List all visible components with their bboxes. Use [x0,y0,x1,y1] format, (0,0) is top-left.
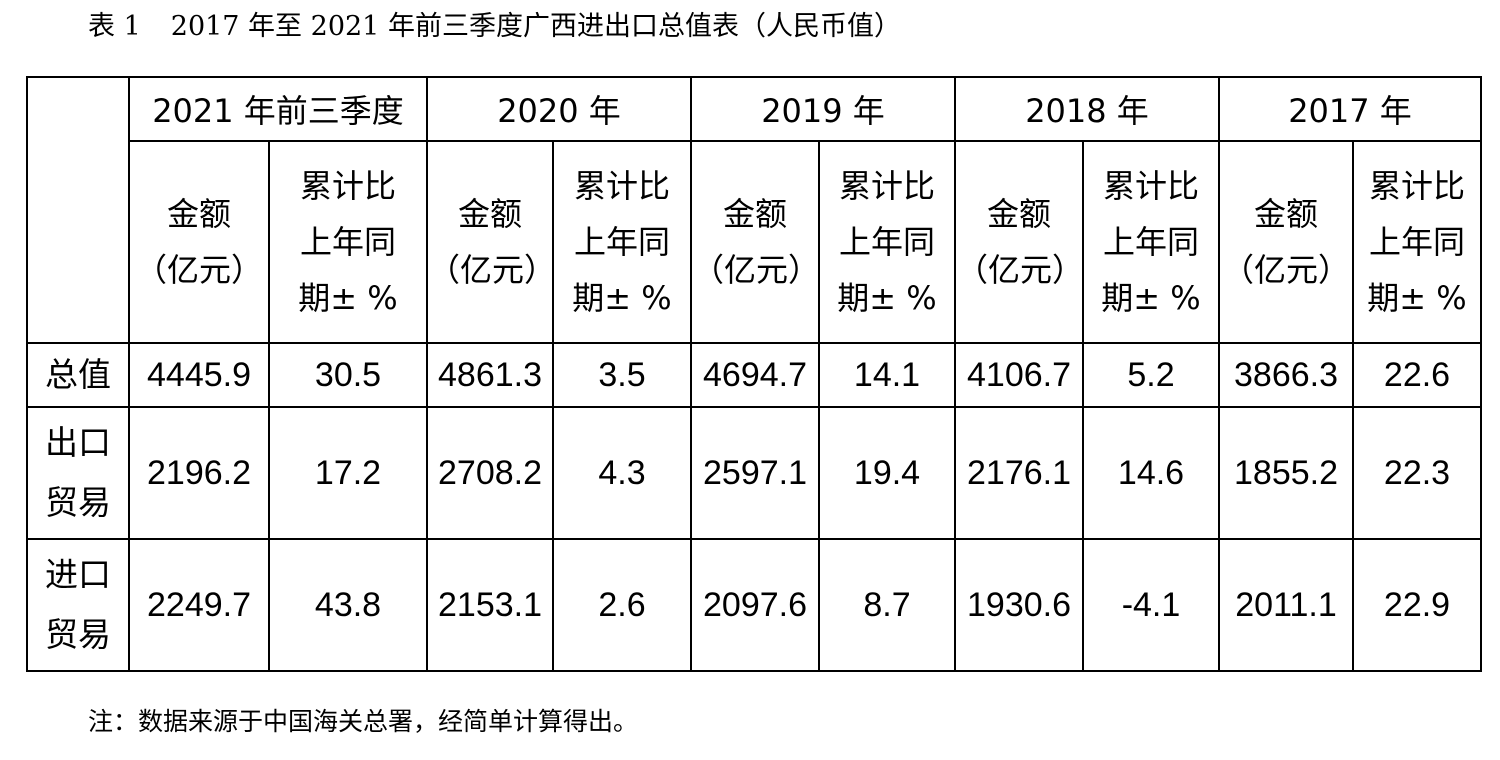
table-row-import: 进口 贸易 2249.7 43.8 2153.1 2.6 2097.6 8.7 1… [26,538,1482,672]
cell-amount-2021: 2249.7 [128,538,270,672]
cell-amount-2020: 2153.1 [426,538,554,672]
cell-change-2019: 8.7 [818,538,956,672]
period-header-1: 2020 年 [426,76,692,142]
amount-header: 金额 （亿元） [954,140,1084,344]
header-row-subcolumns: 金额 （亿元） 累计比 上年同 期± % 金额 （亿元） 累计比 上年同 期± % 金额 （亿… [27,140,1482,344]
period-header-2: 2019 年 [690,76,956,142]
trade-table: 2021 年前三季度 2020 年 2019 年 2018 年 2017 年 金… [26,76,1482,672]
change-header: 累计比 上年同 期± % [1352,140,1482,344]
amount-header: 金额 （亿元） [1218,140,1354,344]
change-header: 累计比 上年同 期± % [552,140,692,344]
source-note: 注：数据来源于中国海关总署，经简单计算得出。 [88,707,639,736]
change-header: 累计比 上年同 期± % [268,140,428,344]
change-header: 累计比 上年同 期± % [1082,140,1220,344]
table-title: 表 1 2017 年至 2021 年前三季度广西进出口总值表（人民币值） [88,2,1388,52]
cell-change-2019: 19.4 [818,406,956,540]
row-label-total: 总值 [26,342,130,408]
cell-change-2020: 2.6 [552,538,692,672]
cell-amount-2020: 2708.2 [426,406,554,540]
cell-change-2020: 4.3 [552,406,692,540]
row-label-import: 进口 贸易 [26,538,130,672]
cell-amount-2017: 2011.1 [1218,538,1354,672]
cell-change-2019: 14.1 [818,342,956,408]
cell-change-2017: 22.6 [1352,342,1482,408]
period-header-0: 2021 年前三季度 [128,76,428,142]
table-title-text: 2017 年至 2021 年前三季度广西进出口总值表（人民币值） [170,11,901,42]
cell-amount-2018: 4106.7 [954,342,1084,408]
corner-cell [26,76,130,344]
cell-change-2021: 43.8 [268,538,428,672]
cell-amount-2021: 2196.2 [128,406,270,540]
cell-change-2018: 14.6 [1082,406,1220,540]
cell-change-2021: 30.5 [268,342,428,408]
amount-header: 金额 （亿元） [690,140,820,344]
amount-header: 金额 （亿元） [426,140,556,344]
cell-amount-2018: 2176.1 [954,406,1084,540]
cell-change-2018: -4.1 [1082,538,1220,672]
amount-header: 金额 （亿元） [128,140,270,344]
cell-change-2017: 22.3 [1352,406,1482,540]
cell-amount-2017: 1855.2 [1218,406,1354,540]
cell-amount-2019: 2597.1 [690,406,820,540]
period-header-4: 2017 年 [1218,76,1482,142]
cell-amount-2020: 4861.3 [426,342,554,408]
table-container: 2021 年前三季度 2020 年 2019 年 2018 年 2017 年 金… [26,76,1482,672]
period-header-3: 2018 年 [954,76,1220,142]
table-row-total: 总值 4445.9 30.5 4861.3 3.5 4694.7 14.1 41… [26,342,1482,408]
cell-change-2018: 5.2 [1082,342,1220,408]
cell-change-2021: 17.2 [268,406,428,540]
table-number: 表 1 [88,11,141,42]
cell-amount-2021: 4445.9 [128,342,270,408]
cell-amount-2019: 4694.7 [690,342,820,408]
header-row-periods: 2021 年前三季度 2020 年 2019 年 2018 年 2017 年 [26,76,1482,344]
cell-amount-2017: 3866.3 [1218,342,1354,408]
cell-change-2017: 22.9 [1352,538,1482,672]
table-row-export: 出口 贸易 2196.2 17.2 2708.2 4.3 2597.1 19.4 … [26,406,1482,540]
cell-amount-2018: 1930.6 [954,538,1084,672]
change-header: 累计比 上年同 期± % [818,140,956,344]
cell-amount-2019: 2097.6 [690,538,820,672]
cell-change-2020: 3.5 [552,342,692,408]
row-label-export: 出口 贸易 [26,406,130,540]
